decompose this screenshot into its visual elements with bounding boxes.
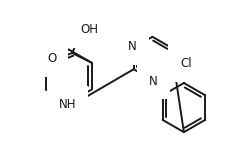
Text: N: N <box>149 75 158 87</box>
Text: O: O <box>47 52 56 65</box>
Text: N: N <box>128 40 137 53</box>
Text: NH: NH <box>59 98 76 111</box>
Text: Cl: Cl <box>180 57 192 70</box>
Text: OH: OH <box>80 23 98 36</box>
